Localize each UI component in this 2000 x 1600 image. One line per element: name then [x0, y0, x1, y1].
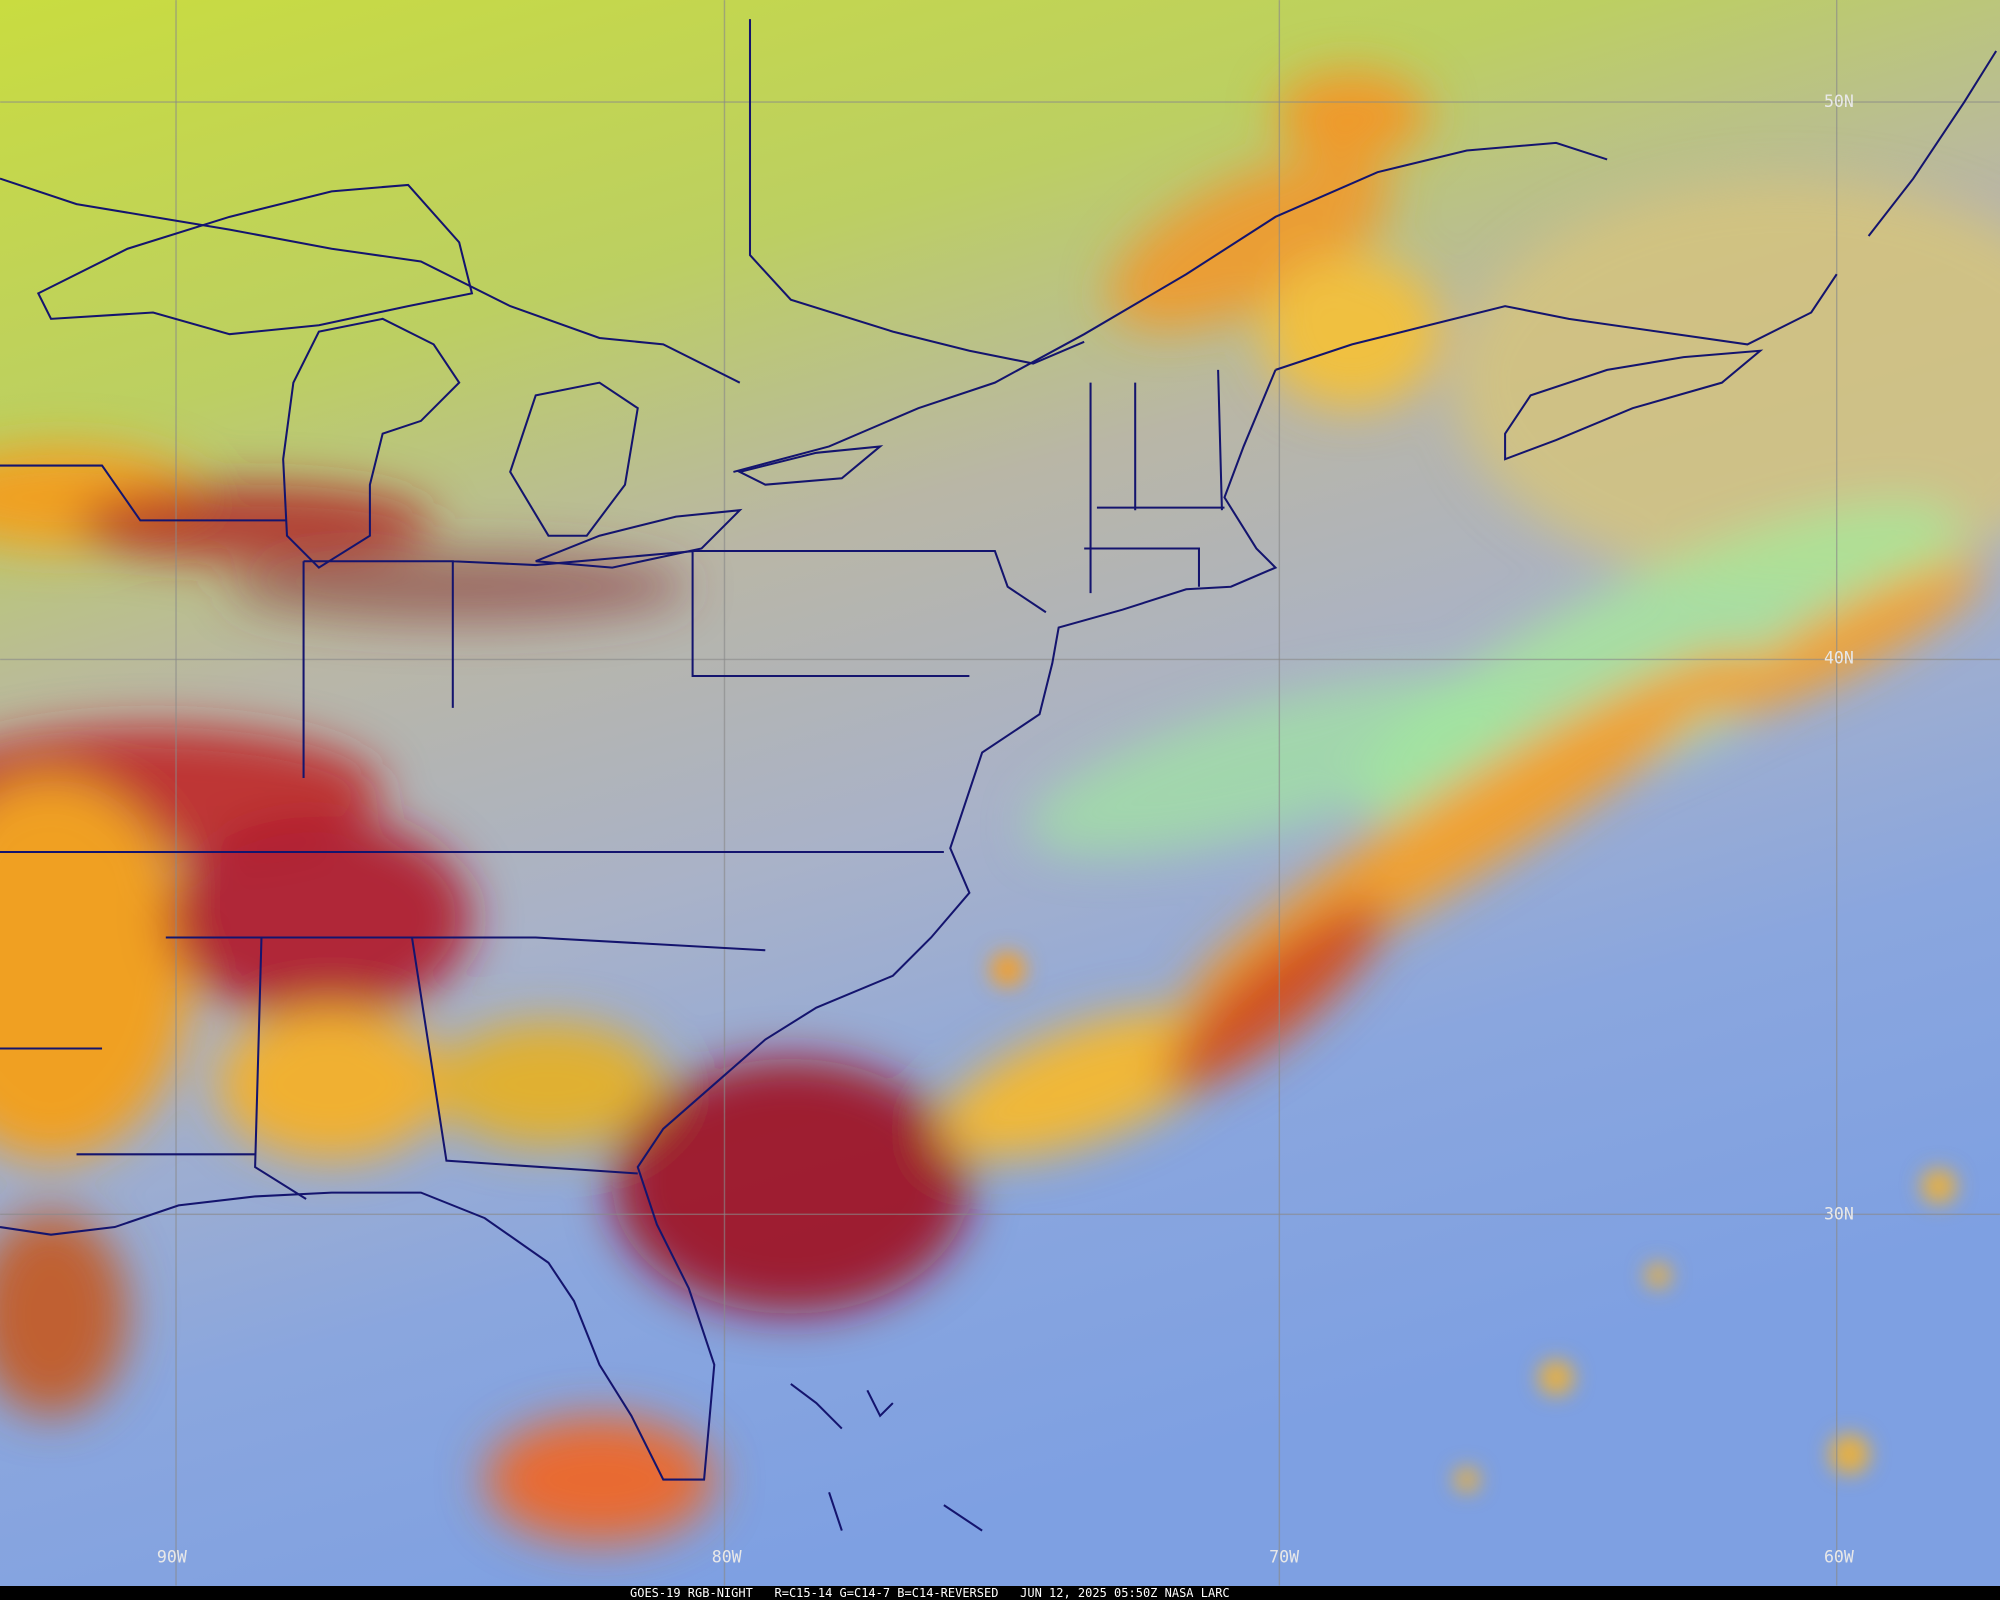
- canada-border: [0, 19, 1085, 384]
- lon-label: 80W: [712, 1547, 742, 1566]
- great-lakes: [36, 183, 884, 569]
- footer-caption: GOES-19 RGB-NIGHT R=C15-14 G=C14-7 B=C14…: [630, 1586, 1230, 1600]
- lat-label: 40N: [1824, 648, 1854, 667]
- speckles: [989, 951, 1957, 1493]
- lat-label: 50N: [1824, 92, 1854, 111]
- boundaries: [0, 19, 1998, 1532]
- lon-label: 60W: [1824, 1547, 1854, 1566]
- lat-label: 30N: [1824, 1204, 1854, 1223]
- maritimes: [1275, 50, 1998, 461]
- grid-labels: 50N 40N 30N 90W 80W 70W 60W: [157, 92, 1854, 1566]
- cloud-field: [0, 70, 2000, 1544]
- lon-label: 90W: [157, 1547, 187, 1566]
- st-lawrence: [733, 141, 1608, 473]
- footer-bar: [0, 1586, 2000, 1600]
- state-lines: [0, 369, 1225, 1200]
- islands: [790, 1383, 983, 1532]
- lon-label: 70W: [1269, 1547, 1299, 1566]
- east-coast: [0, 369, 1278, 1481]
